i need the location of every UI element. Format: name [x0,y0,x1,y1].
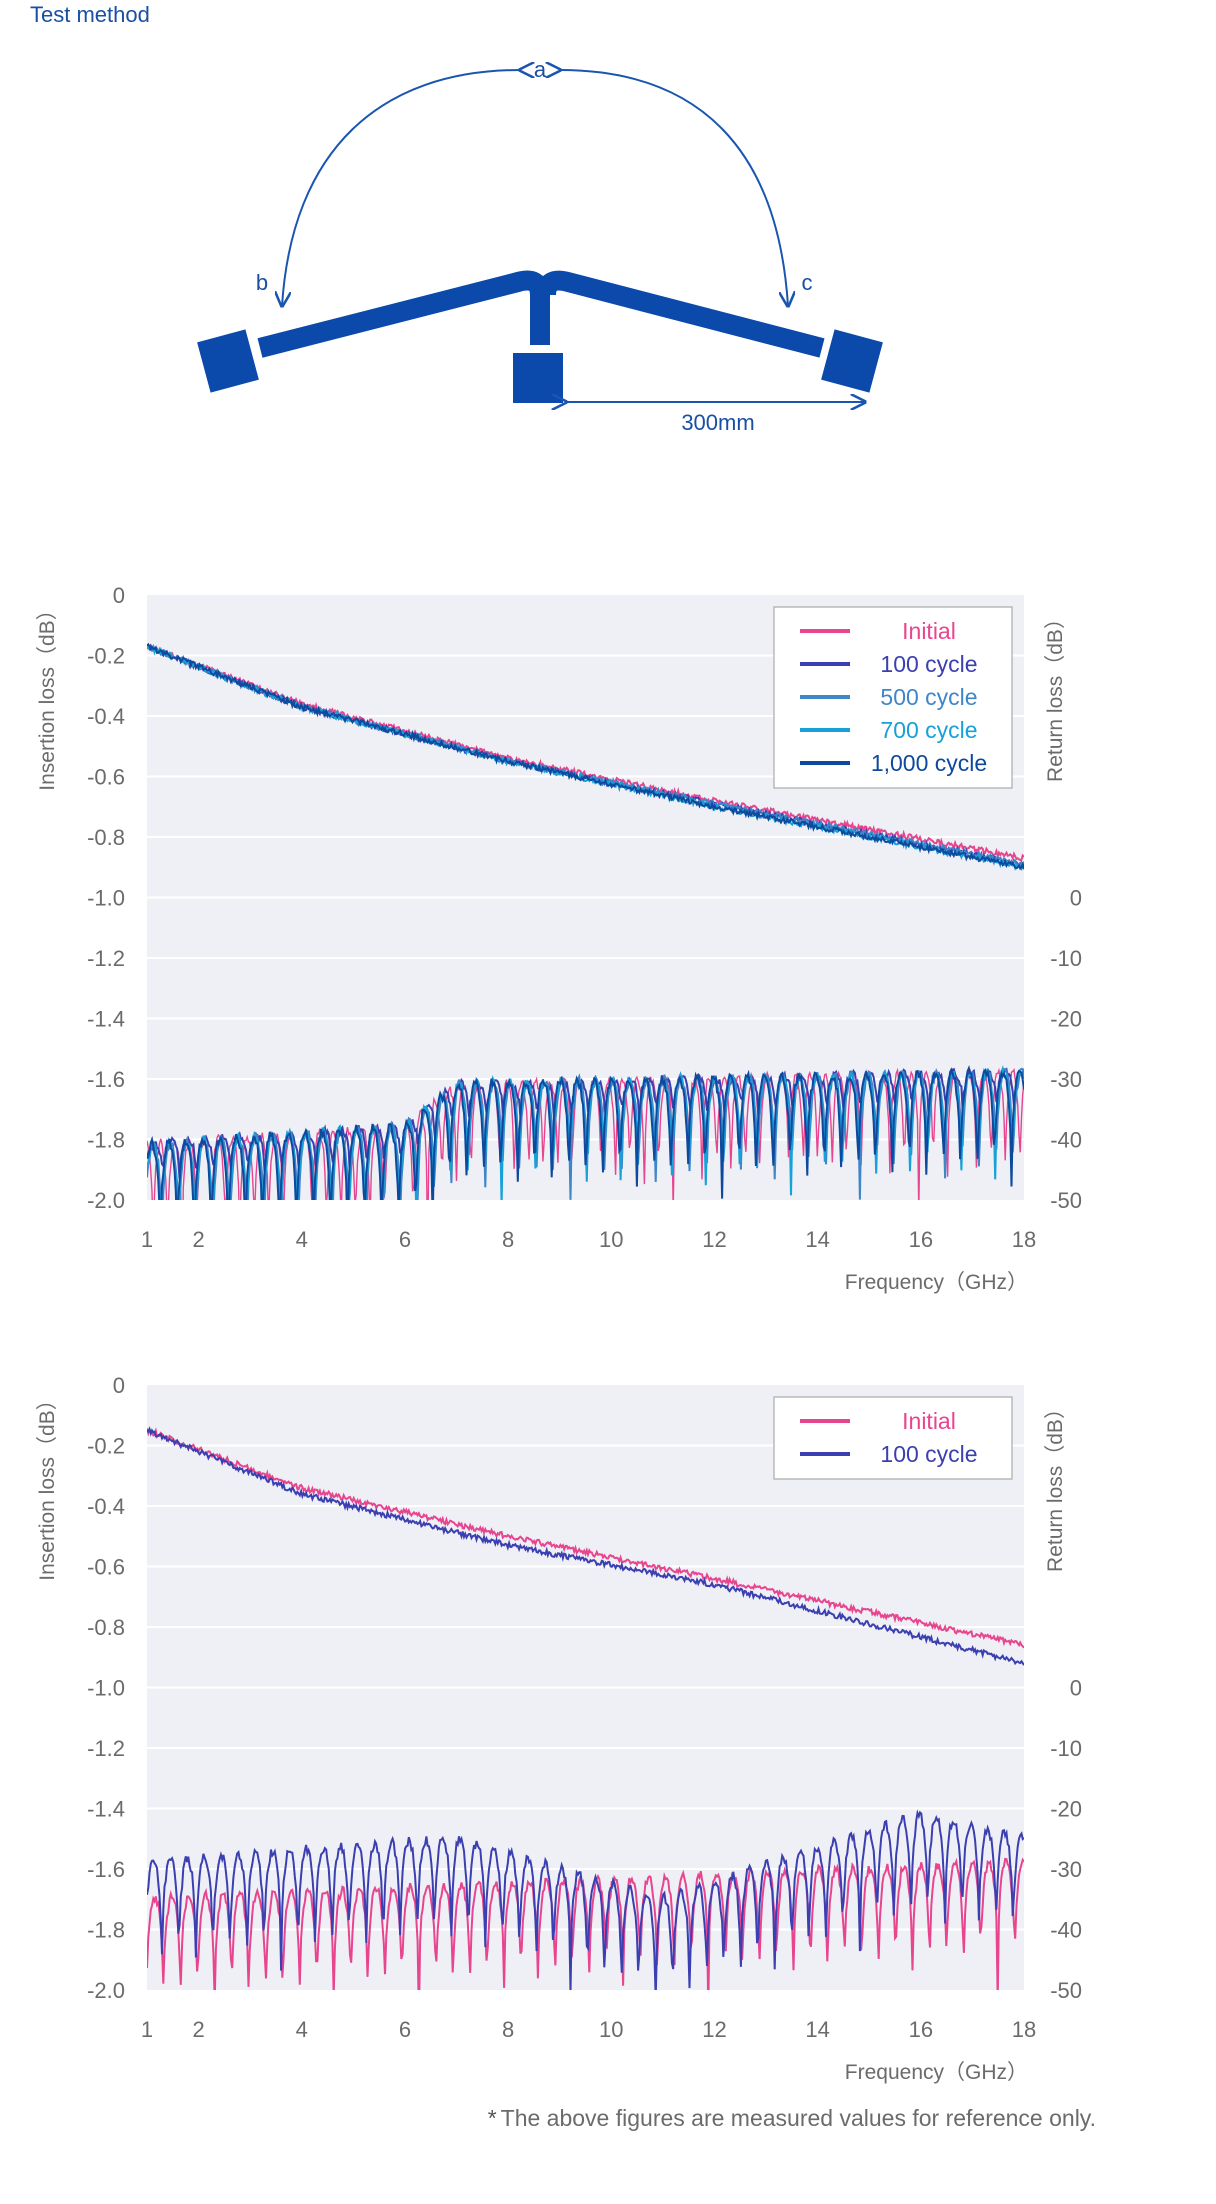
y-left-tick-label: -1.8 [87,1918,125,1943]
dimension-label: 300mm [681,410,754,435]
x-tick-label: 2 [192,1227,204,1252]
x-tick-label: 14 [805,1227,829,1252]
y-left-tick-label: -1.8 [87,1128,125,1153]
y-left-tick-label: -0.4 [87,704,125,729]
y-left-tick-label: -1.0 [87,886,125,911]
x-tick-label: 1 [141,1227,153,1252]
x-axis-label: Frequency（GHz） [845,2061,1028,2084]
chart-2: 0 -0.2 -0.4 -0.6 -0.8 -1.0 -1.2 -1.4 -1.6 -1.8 -2.… [36,1373,1082,2084]
cable-left [257,270,550,358]
return-loss-line [147,1065,1024,1200]
x-tick-label: 2 [192,2017,204,2042]
y-left-tick-label: -1.6 [87,1067,125,1092]
y-left-tick-label: -1.4 [87,1797,125,1822]
return-loss-line [147,1809,1024,1990]
connector-right [821,329,883,393]
footnote-text: The above figures are measured values fo… [500,2105,1096,2131]
x-tick-label: 1 [141,2017,153,2042]
y-left-axis-label: Insertion loss（dB） [36,1389,59,1580]
x-tick-label: 8 [502,2017,514,2042]
test-method-title: Test method [30,2,150,27]
legend-label: 100 cycle [880,651,977,677]
y-right-axis-label: Return loss（dB） [1044,608,1067,782]
x-tick-label: 6 [399,2017,411,2042]
series-group [147,642,1024,1200]
x-tick-label: 14 [805,2017,829,2042]
y-right-tick-label: -50 [1050,1188,1082,1213]
x-tick-label: 12 [702,1227,726,1252]
x-tick-label: 4 [296,1227,308,1252]
connector-center [513,353,563,403]
legend-box [773,1396,1013,1480]
x-tick-label: 8 [502,1227,514,1252]
insertion-loss-line [147,1427,1024,1649]
y-left-tick-label: -0.2 [87,644,125,669]
y-right-tick-label: -50 [1050,1978,1082,2003]
y-left-tick-label: -1.2 [87,946,125,971]
y-left-tick-label: -0.2 [87,1434,125,1459]
y-left-tick-label: -0.8 [87,1615,125,1640]
x-tick-label: 16 [909,2017,933,2042]
x-tick-label: 18 [1012,1227,1036,1252]
footnote-mark: * [487,2105,497,2131]
x-tick-label: 4 [296,2017,308,2042]
insertion-loss-line [147,1426,1024,1666]
x-tick-label: 12 [702,2017,726,2042]
y-left-tick-label: -1.4 [87,1007,125,1032]
x-tick-label: 6 [399,1227,411,1252]
legend-label: Initial [902,618,956,644]
insertion-loss-line [147,643,1024,871]
y-left-tick-label: -1.6 [87,1857,125,1882]
y-left-tick-label: 0 [113,1373,125,1398]
series-group [147,1426,1024,1990]
swing-arc-left [282,70,520,306]
legend-label: 1,000 cycle [871,750,987,776]
chart-1: 0 -0.2 -0.4 -0.6 -0.8 -1.0 -1.2 -1.4 -1.6 -1.8 -2.… [36,583,1082,1294]
legend-label: 700 cycle [880,717,977,743]
test-method-diagram: a b c 300mm [197,57,883,435]
y-right-axis-label: Return loss（dB） [1044,1398,1067,1572]
y-left-axis-label: Insertion loss（dB） [36,599,59,790]
y-left-tick-label: -0.6 [87,765,125,790]
legend-label: 100 cycle [880,1441,977,1467]
x-tick-label: 10 [599,1227,623,1252]
x-tick-label: 10 [599,2017,623,2042]
y-left-tick-label: -2.0 [87,1188,125,1213]
y-right-tick-label: 0 [1070,886,1082,911]
y-left-tick-label: -0.6 [87,1555,125,1580]
footnote: * The above figures are measured values f… [488,2105,1096,2132]
y-left-tick-label: -0.4 [87,1494,125,1519]
label-a: a [534,57,547,82]
y-right-tick-label: -40 [1050,1918,1082,1943]
label-b: b [256,270,268,295]
legend-label: Initial [902,1408,956,1434]
y-right-tick-label: 0 [1070,1676,1082,1701]
y-left-tick-label: -2.0 [87,1978,125,2003]
swing-arc-right [560,70,788,306]
y-left-tick-label: -1.2 [87,1736,125,1761]
y-right-tick-label: -10 [1050,1736,1082,1761]
y-right-tick-label: -30 [1050,1067,1082,1092]
x-tick-label: 18 [1012,2017,1036,2042]
connector-left [197,329,259,393]
y-right-tick-label: -20 [1050,1797,1082,1822]
legend-label: 500 cycle [880,684,977,710]
return-loss-line [147,1857,1024,1990]
label-c: c [802,270,813,295]
y-left-tick-label: -0.8 [87,825,125,850]
y-right-tick-label: -40 [1050,1128,1082,1153]
y-left-tick-label: 0 [113,583,125,608]
y-right-tick-label: -20 [1050,1007,1082,1032]
x-axis-label: Frequency（GHz） [845,1271,1028,1294]
cable-right [536,270,825,358]
x-tick-label: 16 [909,1227,933,1252]
y-right-tick-label: -10 [1050,946,1082,971]
y-left-tick-label: -1.0 [87,1676,125,1701]
y-right-tick-label: -30 [1050,1857,1082,1882]
